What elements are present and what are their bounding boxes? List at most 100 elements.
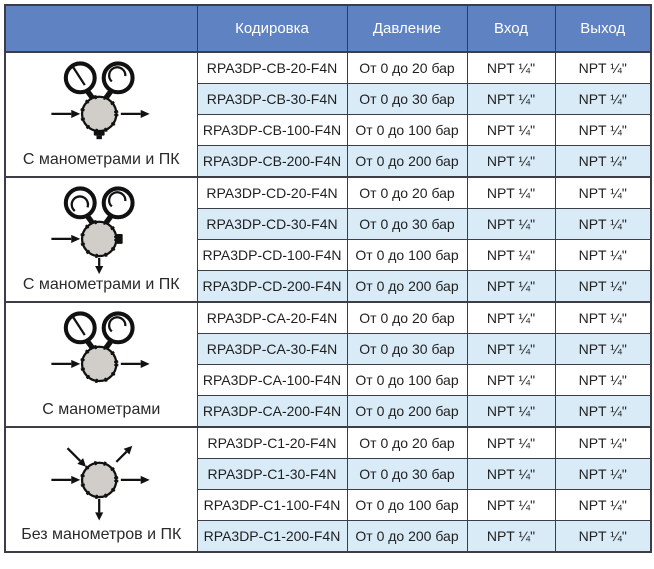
outlet-cell: NPT ¼" <box>554 51 652 84</box>
inlet-cell: NPT ¼" <box>466 176 556 209</box>
code-cell: RPA3DP-CB-20-F4N <box>196 51 348 84</box>
outlet-cell: NPT ¼" <box>554 458 652 490</box>
outlet-cell: NPT ¼" <box>554 239 652 271</box>
table-row: RPA3DP-CA-200-F4N От 0 до 200 бар NPT ¼"… <box>5 395 652 428</box>
inlet-cell: NPT ¼" <box>466 51 556 84</box>
group-label: С манометрами и ПК <box>22 151 180 168</box>
pressure-cell: От 0 до 100 бар <box>346 364 468 396</box>
inlet-cell: NPT ¼" <box>466 145 556 178</box>
outlet-cell: NPT ¼" <box>554 364 652 396</box>
outlet-cell: NPT ¼" <box>554 114 652 146</box>
pressure-cell: От 0 до 30 бар <box>346 333 468 365</box>
code-cell: RPA3DP-CA-30-F4N <box>196 333 348 365</box>
header-inlet: Вход <box>466 4 556 53</box>
inlet-cell: NPT ¼" <box>466 114 556 146</box>
group-cd: С манометрами и ПК RPA3DP-CD-20-F4N От 0… <box>4 176 652 303</box>
table-row: RPA3DP-CD-30-F4N От 0 до 30 бар NPT ¼" N… <box>5 208 652 240</box>
outlet-cell: NPT ¼" <box>554 83 652 115</box>
code-cell: RPA3DP-CA-200-F4N <box>196 395 348 428</box>
pressure-cell: От 0 до 30 бар <box>346 83 468 115</box>
code-cell: RPA3DP-CD-20-F4N <box>196 176 348 209</box>
inlet-cell: NPT ¼" <box>466 426 556 459</box>
table-row: RPA3DP-CB-100-F4N От 0 до 100 бар NPT ¼"… <box>5 114 652 146</box>
outlet-cell: NPT ¼" <box>554 333 652 365</box>
regulator-two-gauges-relief-valve-icon <box>51 61 150 140</box>
inlet-cell: NPT ¼" <box>466 364 556 396</box>
table-row: RPA3DP-CD-100-F4N От 0 до 100 бар NPT ¼"… <box>5 239 652 271</box>
code-cell: RPA3DP-C1-20-F4N <box>196 426 348 459</box>
pressure-cell: От 0 до 20 бар <box>346 301 468 334</box>
group-label: Без манометров и ПК <box>21 526 182 543</box>
table-row: RPA3DP-C1-200-F4N От 0 до 200 бар NPT ¼"… <box>5 520 652 553</box>
pressure-cell: От 0 до 20 бар <box>346 426 468 459</box>
header-row: Кодировка Давление Вход Выход <box>4 4 652 53</box>
inlet-cell: NPT ¼" <box>466 270 556 303</box>
table-row: RPA3DP-CA-100-F4N От 0 до 100 бар NPT ¼"… <box>5 364 652 396</box>
code-cell: RPA3DP-CB-100-F4N <box>196 114 348 146</box>
outlet-cell: NPT ¼" <box>554 426 652 459</box>
code-cell: RPA3DP-CA-100-F4N <box>196 364 348 396</box>
inlet-cell: NPT ¼" <box>466 395 556 428</box>
regulator-two-gauges-bottom-outlet-icon <box>51 186 135 275</box>
code-cell: RPA3DP-C1-100-F4N <box>196 489 348 521</box>
outlet-cell: NPT ¼" <box>554 489 652 521</box>
code-cell: RPA3DP-CB-30-F4N <box>196 83 348 115</box>
illustration-cell-cb: С манометрами и ПК <box>4 51 198 178</box>
table-row: RPA3DP-C1-30-F4N От 0 до 30 бар NPT ¼" N… <box>5 458 652 490</box>
header-pressure: Давление <box>346 4 468 53</box>
code-cell: RPA3DP-CA-20-F4N <box>196 301 348 334</box>
header-outlet: Выход <box>554 4 652 53</box>
illustration-cell-ca: С манометрами <box>4 301 198 428</box>
group-ca: С манометрами RPA3DP-CA-20-F4N От 0 до 2… <box>4 301 652 428</box>
inlet-cell: NPT ¼" <box>466 239 556 271</box>
group-c1: Без манометров и ПК RPA3DP-C1-20-F4N От … <box>4 426 652 553</box>
regulator-two-gauges-icon <box>51 311 150 384</box>
code-cell: RPA3DP-CD-100-F4N <box>196 239 348 271</box>
table-row: RPA3DP-CD-200-F4N От 0 до 200 бар NPT ¼"… <box>5 270 652 303</box>
header-image-column <box>4 4 198 53</box>
group-label: С манометрами и ПК <box>22 276 180 293</box>
table-row: RPA3DP-CB-200-F4N От 0 до 200 бар NPT ¼"… <box>5 145 652 178</box>
table-row: RPA3DP-CB-30-F4N От 0 до 30 бар NPT ¼" N… <box>5 83 652 115</box>
table-row: Без манометров и ПК RPA3DP-C1-20-F4N От … <box>4 426 652 553</box>
pressure-cell: От 0 до 30 бар <box>346 208 468 240</box>
inlet-cell: NPT ¼" <box>466 489 556 521</box>
table-row: RPA3DP-C1-100-F4N От 0 до 100 бар NPT ¼"… <box>5 489 652 521</box>
outlet-cell: NPT ¼" <box>554 301 652 334</box>
code-cell: RPA3DP-CD-30-F4N <box>196 208 348 240</box>
inlet-cell: NPT ¼" <box>466 83 556 115</box>
inlet-cell: NPT ¼" <box>466 301 556 334</box>
pressure-cell: От 0 до 20 бар <box>346 51 468 84</box>
code-cell: RPA3DP-C1-30-F4N <box>196 458 348 490</box>
group-cb: С манометрами и ПК RPA3DP-CB-20-F4N От 0… <box>4 51 652 178</box>
table-row: С манометрами RPA3DP-CA-20-F4N От 0 до 2… <box>4 301 652 428</box>
inlet-cell: NPT ¼" <box>466 208 556 240</box>
pressure-cell: От 0 до 100 бар <box>346 239 468 271</box>
pressure-cell: От 0 до 200 бар <box>346 395 468 428</box>
group-label: С манометрами <box>42 401 161 418</box>
outlet-cell: NPT ¼" <box>554 176 652 209</box>
pressure-cell: От 0 до 30 бар <box>346 458 468 490</box>
inlet-cell: NPT ¼" <box>466 458 556 490</box>
outlet-cell: NPT ¼" <box>554 208 652 240</box>
regulator-spec-table: Кодировка Давление Вход Выход <box>4 4 652 553</box>
code-cell: RPA3DP-CB-200-F4N <box>196 145 348 178</box>
pressure-cell: От 0 до 200 бар <box>346 145 468 178</box>
outlet-cell: NPT ¼" <box>554 270 652 303</box>
regulator-body-multi-port-icon <box>51 445 150 521</box>
outlet-cell: NPT ¼" <box>554 145 652 178</box>
header-code: Кодировка <box>196 4 348 53</box>
table-row: С манометрами и ПК RPA3DP-CB-20-F4N От 0… <box>4 51 652 178</box>
pressure-cell: От 0 до 200 бар <box>346 270 468 303</box>
pressure-cell: От 0 до 100 бар <box>346 489 468 521</box>
pressure-cell: От 0 до 200 бар <box>346 520 468 553</box>
inlet-cell: NPT ¼" <box>466 520 556 553</box>
illustration-cell-cd: С манометрами и ПК <box>4 176 198 303</box>
pressure-cell: От 0 до 20 бар <box>346 176 468 209</box>
illustration-cell-c1: Без манометров и ПК <box>4 426 198 553</box>
inlet-cell: NPT ¼" <box>466 333 556 365</box>
outlet-cell: NPT ¼" <box>554 395 652 428</box>
table-row: С манометрами и ПК RPA3DP-CD-20-F4N От 0… <box>4 176 652 303</box>
code-cell: RPA3DP-C1-200-F4N <box>196 520 348 553</box>
